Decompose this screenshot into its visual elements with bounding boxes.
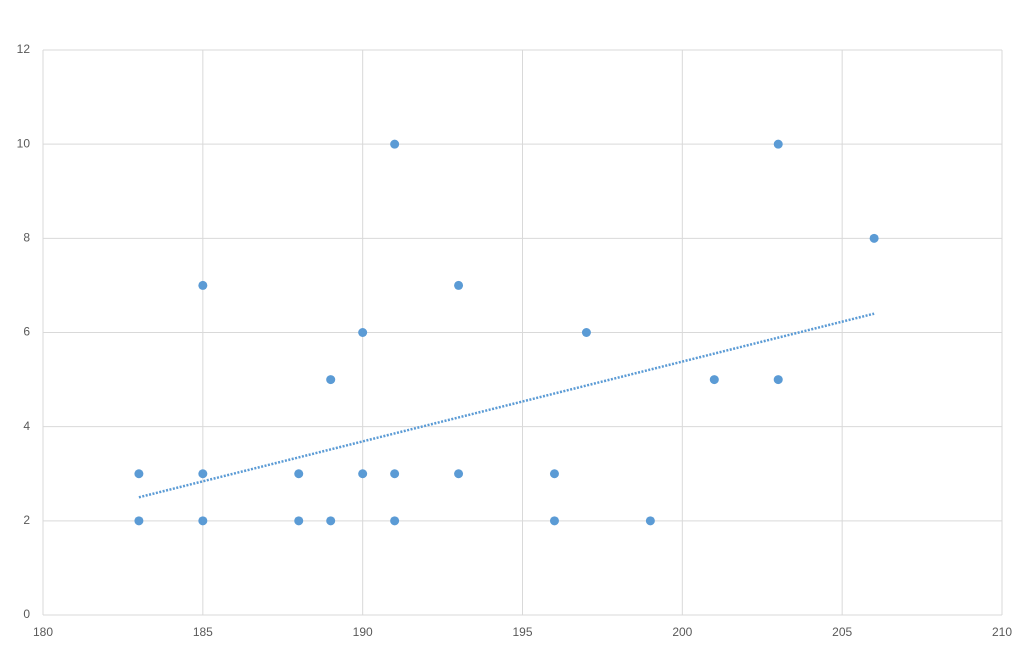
- data-point: [294, 516, 304, 526]
- data-point: [134, 469, 144, 479]
- x-tick-label: 200: [672, 625, 692, 639]
- data-point: [454, 469, 464, 479]
- data-point: [773, 139, 783, 149]
- data-point: [454, 280, 464, 290]
- data-point: [709, 375, 719, 385]
- data-point: [134, 516, 144, 526]
- y-tick-label: 10: [17, 136, 31, 150]
- data-point: [581, 328, 591, 337]
- data-point: [326, 516, 336, 526]
- x-tick-label: 205: [832, 625, 852, 639]
- data-point: [198, 516, 208, 526]
- data-point: [390, 516, 400, 526]
- data-point: [645, 516, 655, 526]
- y-tick-label: 0: [23, 607, 30, 621]
- data-point: [198, 469, 208, 479]
- x-tick-label: 195: [512, 625, 532, 639]
- data-point: [358, 469, 368, 479]
- data-point: [390, 469, 400, 479]
- data-point: [198, 280, 208, 290]
- trendline: [138, 312, 875, 499]
- data-point: [390, 139, 400, 149]
- data-point: [549, 469, 559, 479]
- y-tick-label: 6: [23, 325, 30, 339]
- x-tick-label: 190: [353, 625, 373, 639]
- x-tick-label: 210: [992, 625, 1012, 639]
- data-point: [549, 516, 559, 526]
- y-tick-label: 4: [23, 419, 30, 433]
- y-tick-label: 12: [17, 42, 31, 56]
- data-point: [869, 233, 879, 243]
- data-point: [326, 375, 336, 385]
- data-point: [358, 328, 368, 337]
- x-tick-label: 185: [193, 625, 213, 639]
- data-point: [773, 375, 783, 385]
- y-tick-label: 8: [23, 231, 30, 245]
- data-point: [294, 469, 304, 479]
- y-tick-label: 2: [23, 513, 30, 527]
- x-tick-label: 180: [33, 625, 53, 639]
